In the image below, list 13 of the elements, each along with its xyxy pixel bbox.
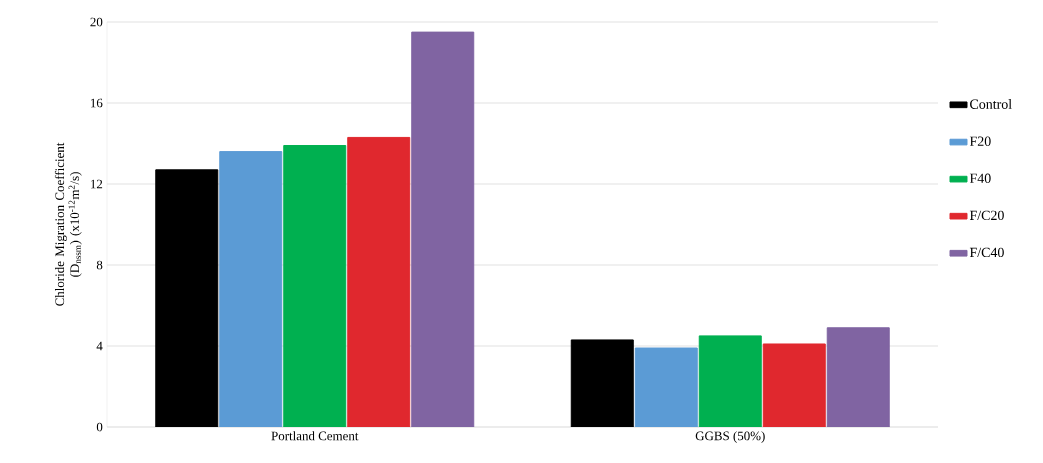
legend-label: F/C40 <box>969 247 1004 258</box>
x-tick-label: Portland Cement <box>271 431 359 441</box>
y-tick-label: 0 <box>96 422 103 432</box>
y-tick-label: 16 <box>91 98 103 108</box>
legend-label: Control <box>970 99 1012 109</box>
y-tick-label: 20 <box>90 17 103 27</box>
y-tick-label: 4 <box>96 341 103 351</box>
legend-label: F40 <box>969 173 991 184</box>
y-tick-label: 8 <box>96 260 103 270</box>
y-tick-label: 12 <box>91 179 103 189</box>
legend-label: F/C20 <box>969 210 1004 221</box>
x-tick-label: GGBS (50%) <box>695 431 765 443</box>
legend-label: F20 <box>969 136 991 146</box>
